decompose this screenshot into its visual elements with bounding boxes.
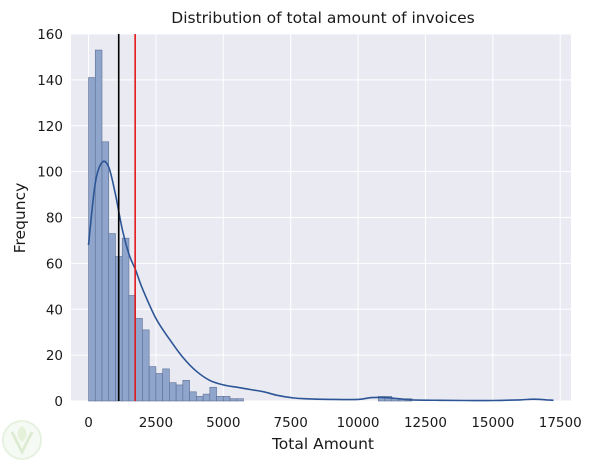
y-tick-label: 140 bbox=[37, 73, 63, 89]
reference-lines bbox=[117, 34, 136, 401]
y-tick-label: 40 bbox=[46, 302, 63, 318]
histogram-bar bbox=[108, 233, 116, 402]
histogram-bar bbox=[229, 398, 238, 402]
watermark-logo bbox=[2, 420, 42, 460]
y-axis-label: Frequncy bbox=[11, 183, 29, 254]
histogram-bar bbox=[155, 373, 163, 402]
x-tick-label: 10000 bbox=[337, 415, 380, 431]
y-tick-labels: 0 20 40 60 80 100 120 140 160 bbox=[37, 27, 63, 410]
histogram-bar bbox=[182, 380, 190, 402]
y-tick-label: 160 bbox=[37, 27, 63, 43]
x-tick-labels: 0 2500 5000 7500 10000 12500 15000 17500 bbox=[84, 415, 581, 431]
y-tick-label: 60 bbox=[46, 256, 63, 272]
x-tick-label: 15000 bbox=[471, 415, 514, 431]
histogram-bar bbox=[169, 382, 177, 402]
y-tick-label: 80 bbox=[46, 211, 63, 227]
histogram-bar bbox=[135, 318, 143, 402]
chart-title: Distribution of total amount of invoices bbox=[171, 9, 474, 27]
histogram-bar bbox=[101, 141, 110, 402]
x-tick-label: 12500 bbox=[404, 415, 447, 431]
histogram-bar bbox=[202, 393, 211, 402]
y-tick-label: 120 bbox=[37, 119, 63, 135]
histogram-bar bbox=[148, 366, 157, 402]
x-tick-label: 0 bbox=[84, 415, 93, 431]
histogram-bar bbox=[209, 386, 217, 402]
histogram-bar bbox=[216, 396, 224, 402]
histogram-bar bbox=[121, 237, 130, 402]
histogram-bar bbox=[196, 396, 204, 402]
histogram-bar bbox=[189, 391, 197, 402]
y-tick-label: 0 bbox=[54, 394, 63, 410]
histogram-bar bbox=[94, 49, 103, 402]
x-tick-label: 5000 bbox=[206, 415, 240, 431]
histogram-bar bbox=[162, 368, 170, 402]
x-tick-label: 17500 bbox=[539, 415, 582, 431]
kde-curve bbox=[87, 160, 554, 402]
x-axis-label: Total Amount bbox=[271, 435, 374, 453]
histogram-bar bbox=[142, 329, 150, 402]
x-tick-label: 2500 bbox=[139, 415, 173, 431]
y-tick-label: 20 bbox=[46, 348, 63, 364]
x-tick-label: 7500 bbox=[273, 415, 307, 431]
histogram-bar bbox=[222, 396, 231, 402]
y-tick-label: 100 bbox=[37, 165, 63, 181]
histogram-bar bbox=[175, 384, 184, 402]
histogram-bar bbox=[236, 398, 244, 402]
